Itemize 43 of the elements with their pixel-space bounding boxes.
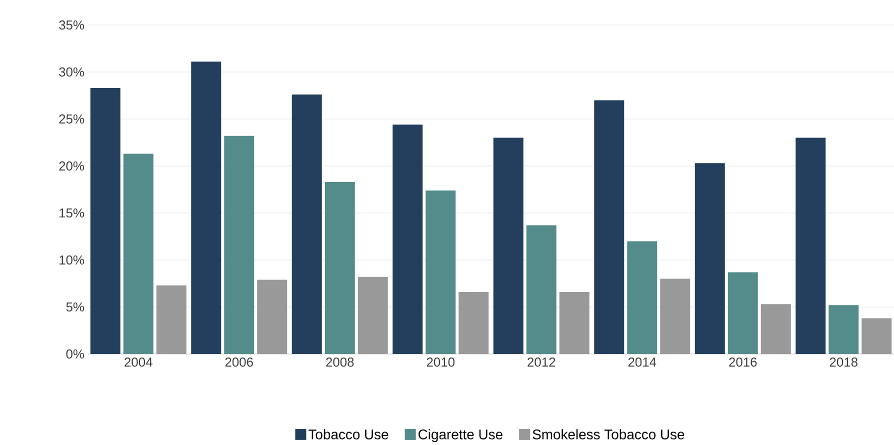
bar [324,182,355,354]
bar [728,272,758,354]
bar [796,138,826,354]
bar [594,100,624,354]
bar [392,124,423,354]
bar [559,292,590,354]
x-tick-label: 2006 [225,358,253,367]
legend-label: Cigarette Use [418,429,502,442]
bar [862,318,892,354]
y-tick-label: 5% [66,302,84,312]
bar [760,304,791,354]
bar [458,292,489,354]
bar [292,94,322,354]
x-tick-label: 2018 [830,358,858,367]
y-tick-label: 10% [60,255,84,265]
x-tick-label: 2012 [528,358,556,367]
bar [191,62,222,354]
x-tick-label: 2014 [628,358,656,367]
x-tick-label: 2016 [729,358,757,367]
bar [156,285,186,354]
x-tick-label: 2008 [326,358,354,367]
bar [123,154,154,354]
bar [257,280,288,354]
bar [627,241,658,354]
y-tick-label: 20% [59,161,84,171]
bar [224,136,254,354]
y-tick-label: 15% [60,208,84,218]
y-tick-label: 35% [59,20,84,30]
legend-label: Smokeless Tobacco Use [532,429,684,440]
x-tick-label: 2010 [426,358,455,367]
bar [426,190,456,354]
bar [660,278,690,354]
y-tick-label: 0% [66,349,84,359]
bar [694,163,725,354]
bar [358,276,388,354]
legend-label: Tobacco Use [308,429,388,440]
bar [90,88,120,354]
bar [493,138,524,354]
bar [526,225,556,354]
x-tick-label: 2004 [124,358,152,367]
y-tick-label: 30% [59,67,84,77]
y-tick-label: 25% [59,114,84,124]
bar [828,305,859,354]
